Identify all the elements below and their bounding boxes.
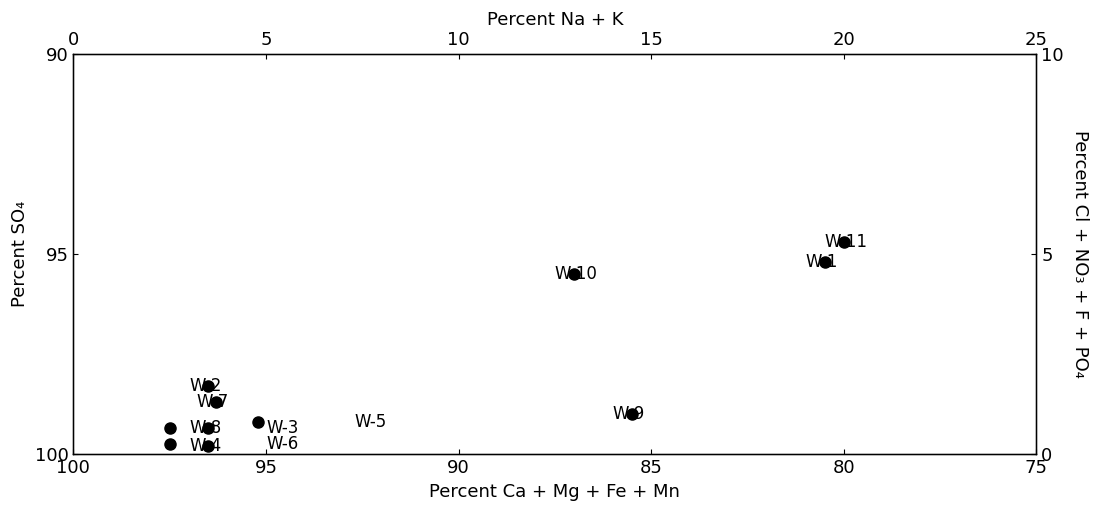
Text: W-2: W-2 [189,377,221,395]
Text: W-3: W-3 [266,419,298,437]
Text: W-10: W-10 [554,265,597,283]
X-axis label: Percent Na + K: Percent Na + K [486,11,624,29]
Text: W-1: W-1 [805,253,838,271]
Text: W-8: W-8 [189,419,221,437]
Text: W-9: W-9 [613,406,645,423]
Text: W-7: W-7 [197,393,229,411]
Text: W-11: W-11 [825,233,868,251]
Y-axis label: Percent Cl + NO₃ + F + PO₄: Percent Cl + NO₃ + F + PO₄ [1071,130,1089,378]
X-axis label: Percent Ca + Mg + Fe + Mn: Percent Ca + Mg + Fe + Mn [429,483,680,501]
Text: W-6: W-6 [266,435,298,454]
Text: W-4: W-4 [189,437,221,456]
Y-axis label: Percent SO₄: Percent SO₄ [11,201,29,307]
Text: W-5: W-5 [354,413,387,432]
